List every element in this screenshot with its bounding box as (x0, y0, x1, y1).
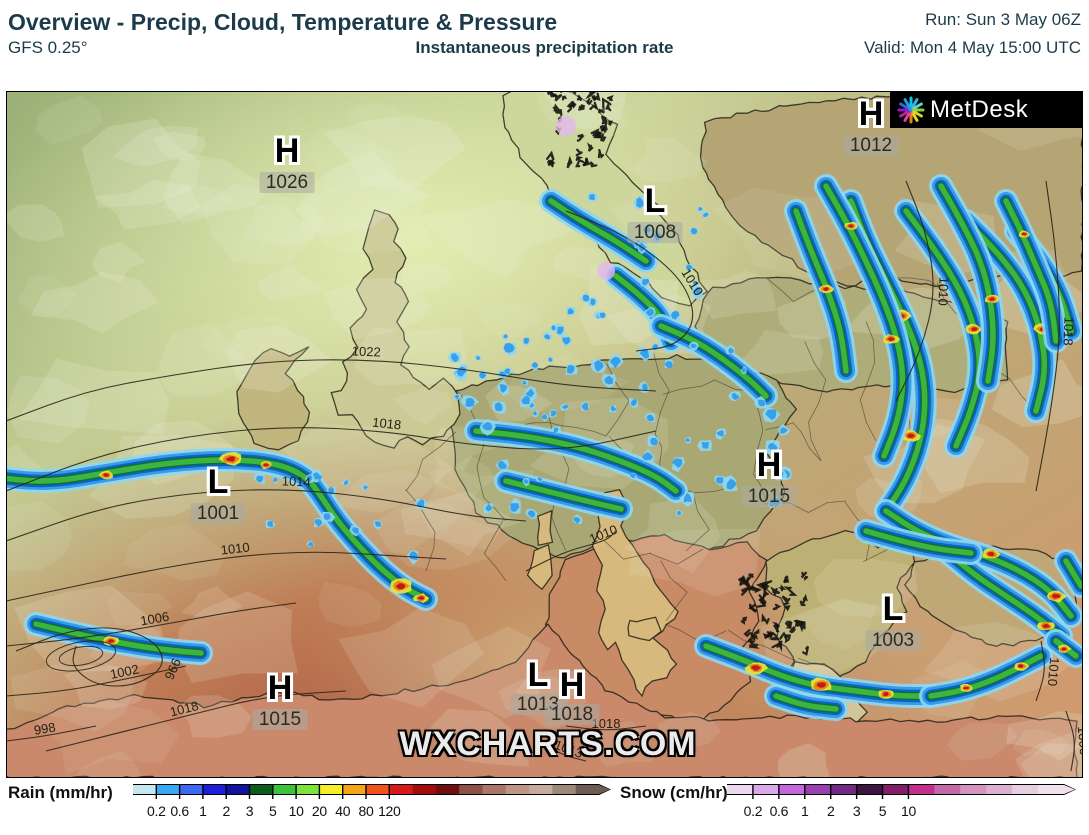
svg-text:1014: 1014 (282, 473, 312, 489)
svg-text:0.6: 0.6 (170, 803, 189, 819)
svg-text:120: 120 (378, 803, 401, 819)
svg-text:0.6: 0.6 (770, 803, 789, 819)
svg-text:1010: 1010 (935, 277, 951, 307)
svg-text:2: 2 (827, 803, 835, 819)
svg-text:40: 40 (335, 803, 350, 819)
svg-text:20: 20 (312, 803, 327, 819)
svg-text:10: 10 (289, 803, 304, 819)
svg-text:1018: 1018 (372, 415, 402, 433)
svg-text:1: 1 (199, 803, 207, 819)
svg-text:1018: 1018 (1061, 317, 1077, 346)
svg-text:1010: 1010 (220, 539, 250, 557)
svg-text:10: 10 (901, 803, 916, 819)
svg-text:1: 1 (801, 803, 809, 819)
svg-text:5: 5 (269, 803, 277, 819)
svg-text:1010: 1010 (1045, 657, 1062, 687)
svg-text:0.2: 0.2 (744, 803, 763, 819)
svg-text:2: 2 (222, 803, 230, 819)
svg-text:3: 3 (246, 803, 254, 819)
svg-text:5: 5 (879, 803, 887, 819)
svg-text:0.2: 0.2 (147, 803, 166, 819)
svg-text:3: 3 (853, 803, 861, 819)
svg-text:80: 80 (359, 803, 374, 819)
svg-text:1022: 1022 (352, 343, 382, 359)
